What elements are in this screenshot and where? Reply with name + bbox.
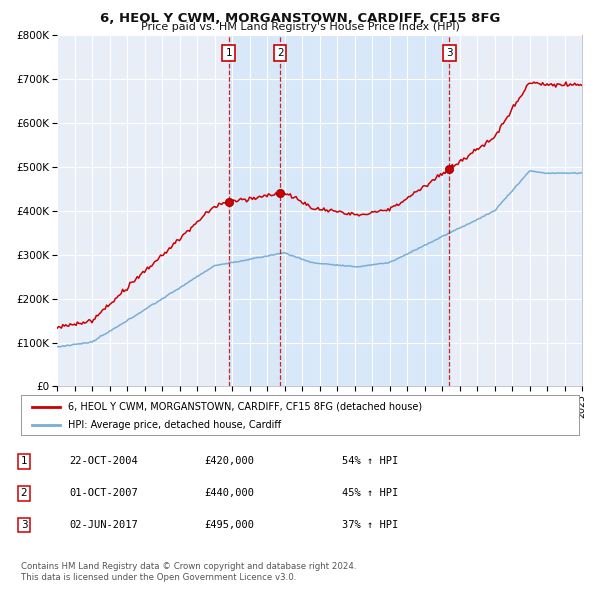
Text: 37% ↑ HPI: 37% ↑ HPI [342,520,398,530]
Text: This data is licensed under the Open Government Licence v3.0.: This data is licensed under the Open Gov… [21,572,296,582]
Text: 3: 3 [20,520,28,530]
Text: 2: 2 [277,48,283,58]
Text: £495,000: £495,000 [204,520,254,530]
Text: 6, HEOL Y CWM, MORGANSTOWN, CARDIFF, CF15 8FG: 6, HEOL Y CWM, MORGANSTOWN, CARDIFF, CF1… [100,12,500,25]
Text: 2: 2 [20,489,28,498]
Text: Contains HM Land Registry data © Crown copyright and database right 2024.: Contains HM Land Registry data © Crown c… [21,562,356,571]
Text: 01-OCT-2007: 01-OCT-2007 [69,489,138,498]
Text: 54% ↑ HPI: 54% ↑ HPI [342,457,398,466]
Text: 02-JUN-2017: 02-JUN-2017 [69,520,138,530]
Bar [229,35,449,386]
Text: 22-OCT-2004: 22-OCT-2004 [69,457,138,466]
Text: 3: 3 [446,48,452,58]
Text: £440,000: £440,000 [204,489,254,498]
Text: Price paid vs. HM Land Registry's House Price Index (HPI): Price paid vs. HM Land Registry's House … [140,22,460,32]
Text: £420,000: £420,000 [204,457,254,466]
Text: 1: 1 [226,48,232,58]
Text: 6, HEOL Y CWM, MORGANSTOWN, CARDIFF, CF15 8FG (detached house): 6, HEOL Y CWM, MORGANSTOWN, CARDIFF, CF1… [68,402,422,412]
Text: 1: 1 [20,457,28,466]
Text: HPI: Average price, detached house, Cardiff: HPI: Average price, detached house, Card… [68,421,281,430]
Text: 45% ↑ HPI: 45% ↑ HPI [342,489,398,498]
